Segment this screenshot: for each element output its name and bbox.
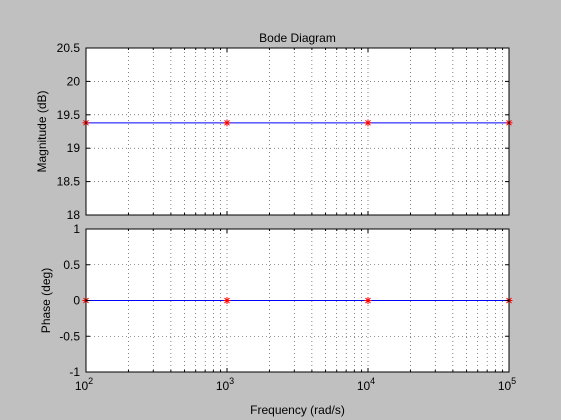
data-point-marker: [364, 297, 372, 304]
y-tick-label: 0: [73, 294, 80, 308]
y-tick-label: 19: [67, 141, 81, 155]
y-tick-label: 18.5: [57, 175, 81, 189]
data-point-marker: [364, 119, 372, 127]
y-tick-label: -0.5: [59, 329, 80, 343]
magnitude-axes-frame: [85, 47, 510, 216]
y-tick-label: 20.5: [57, 41, 81, 55]
frequency-xlabel: Frequency (rad/s): [250, 403, 345, 417]
data-point-marker: [223, 297, 231, 304]
y-tick-label: 19.5: [57, 108, 81, 122]
magnitude-ylabel: Magnitude (dB): [35, 90, 49, 172]
phase-ylabel: Phase (deg): [39, 268, 53, 333]
y-tick-label: 20: [67, 74, 81, 88]
magnitude-axes-background: [86, 48, 509, 215]
y-tick-label: 1: [73, 222, 80, 236]
chart-title: Bode Diagram: [259, 31, 336, 45]
magnitude-ticks: 18 18.5 19 19.5 20 20.5: [57, 41, 509, 222]
magnitude-plot: 18 18.5 19 19.5 20 20.5 Bode Diagram Magnitud…: [35, 31, 513, 222]
magnitude-series: [82, 119, 513, 127]
y-tick-label: 18: [67, 208, 81, 222]
y-tick-label: -1: [69, 365, 80, 379]
y-tick-label: 0.5: [63, 258, 80, 272]
data-point-marker: [223, 119, 231, 127]
